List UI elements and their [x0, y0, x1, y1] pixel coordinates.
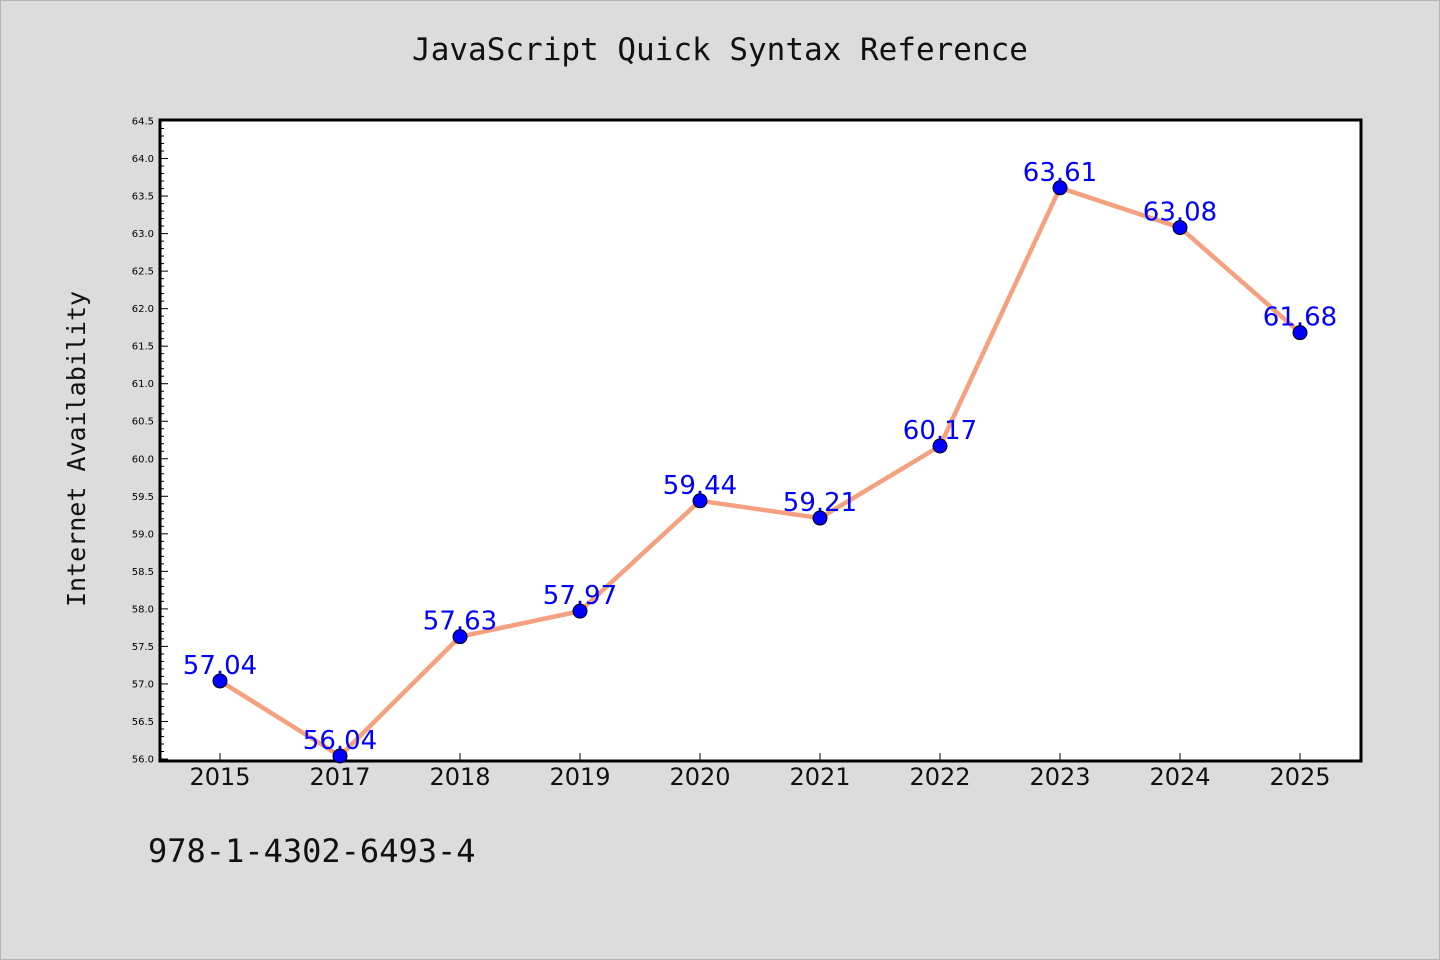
data-point [1052, 180, 1068, 196]
data-label: 59.21 [783, 488, 857, 518]
data-label: 63.08 [1143, 198, 1217, 228]
y-tick-label: 56.0 [132, 755, 154, 766]
data-label: 56.04 [303, 726, 377, 756]
y-axis-ticks: 56.0 56.5 57.0 57.5 58.0 58.5 59.0 59.5 60.0 60.5… [132, 117, 168, 766]
x-tick-label: 2021 [789, 763, 850, 791]
y-tick-label: 62.0 [132, 304, 154, 315]
x-tick-label: 2018 [429, 763, 490, 791]
y-tick-label: 64.0 [132, 154, 154, 165]
y-tick-label: 57.5 [132, 642, 154, 653]
data-label: 60.17 [903, 416, 977, 446]
data-label: 57.63 [423, 607, 497, 637]
data-point [1292, 325, 1308, 341]
data-point [1172, 220, 1188, 236]
plot-area [158, 118, 1363, 763]
isbn-text: 978-1-4302-6493-4 [148, 832, 476, 870]
y-axis-title: Internet Availability [62, 291, 91, 607]
x-tick-label: 2023 [1029, 763, 1090, 791]
x-tick-label: 2020 [669, 763, 730, 791]
data-label: 57.97 [543, 581, 617, 611]
y-tick-label: 58.0 [132, 604, 154, 615]
x-tick-label: 2022 [909, 763, 970, 791]
x-tick-label: 2019 [549, 763, 610, 791]
data-point [452, 629, 468, 645]
data-point [572, 603, 588, 619]
y-tick-label: 61.5 [132, 342, 154, 353]
y-tick-label: 59.0 [132, 529, 154, 540]
y-tick-label: 63.0 [132, 229, 154, 240]
data-point [932, 438, 948, 454]
data-point [692, 493, 708, 509]
series-line [217, 185, 1303, 759]
y-tick-label: 60.0 [132, 454, 154, 465]
y-tick-label: 64.5 [132, 117, 154, 128]
data-point [212, 673, 228, 689]
x-tick-label: 2025 [1269, 763, 1330, 791]
data-label: 63.61 [1023, 158, 1097, 188]
y-tick-label: 62.5 [132, 267, 154, 278]
y-tick-label: 58.5 [132, 567, 154, 578]
y-tick-label: 59.5 [132, 492, 154, 503]
data-point [812, 510, 828, 526]
y-tick-label: 57.0 [132, 679, 154, 690]
y-tick-label: 63.5 [132, 192, 154, 203]
y-tick-label: 56.5 [132, 717, 154, 728]
data-point [332, 748, 348, 764]
chart-title: JavaScript Quick Syntax Reference [412, 32, 1028, 68]
y-tick-label: 61.0 [132, 379, 154, 390]
data-label: 57.04 [183, 651, 257, 681]
x-tick-label: 2015 [189, 763, 250, 791]
series-markers [212, 180, 1308, 764]
data-labels: 57.04 56.04 57.63 57.97 59.44 59.21 60.17 63.61… [183, 158, 1337, 756]
x-axis-ticks: 2015 2017 2018 2019 2020 2021 2022 2023 2024 2025 [189, 753, 1331, 791]
x-tick-label: 2017 [309, 763, 370, 791]
x-tick-label: 2024 [1149, 763, 1210, 791]
data-label: 61.68 [1263, 303, 1337, 333]
data-label: 59.44 [663, 471, 737, 501]
y-tick-label: 60.5 [132, 417, 154, 428]
